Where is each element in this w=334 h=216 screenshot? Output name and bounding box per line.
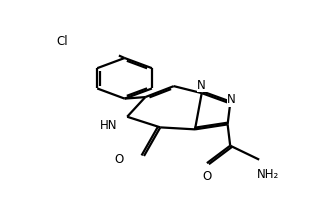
Text: O: O [203,170,212,183]
Text: N: N [197,79,206,92]
Text: O: O [114,153,124,166]
Text: NH₂: NH₂ [257,168,279,181]
Text: HN: HN [100,119,117,132]
Text: N: N [227,93,236,106]
Text: Cl: Cl [56,35,67,48]
